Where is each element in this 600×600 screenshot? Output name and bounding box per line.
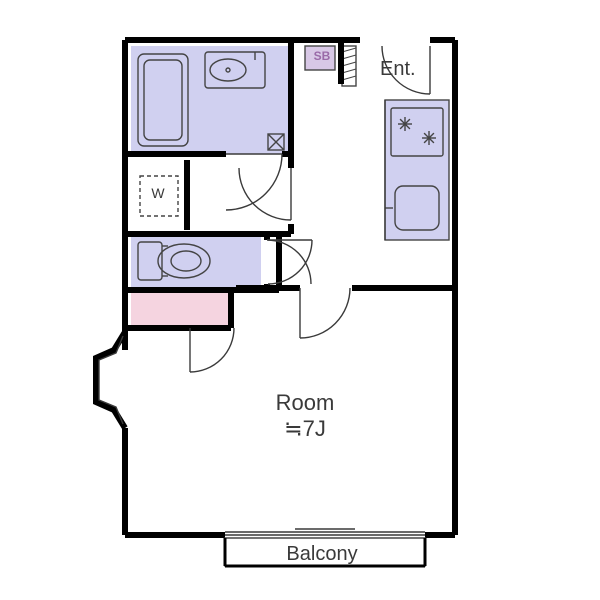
svg-text:W: W bbox=[151, 185, 165, 201]
svg-text:SB: SB bbox=[314, 49, 331, 63]
svg-text:≒7J: ≒7J bbox=[284, 416, 326, 441]
floor-plan: Ent. SB W Room≒7J Balcony bbox=[0, 0, 600, 600]
svg-text:Room: Room bbox=[276, 390, 335, 415]
svg-text:Ent.: Ent. bbox=[380, 58, 416, 80]
svg-text:Balcony: Balcony bbox=[286, 543, 357, 565]
